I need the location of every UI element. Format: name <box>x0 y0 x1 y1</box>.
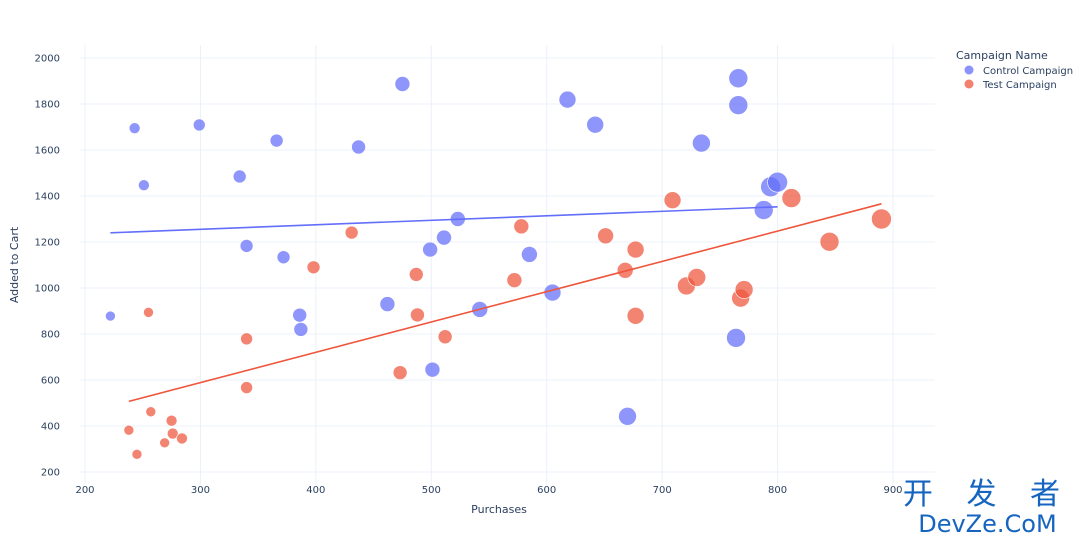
data-point-control[interactable] <box>276 250 291 264</box>
x-tick-label: 200 <box>75 485 94 496</box>
y-tick-label: 400 <box>41 422 60 433</box>
data-point-test[interactable] <box>734 280 754 299</box>
y-tick-label: 600 <box>41 376 60 387</box>
x-axis-ticks: 200 300 400 500 600 700 800 900 <box>75 485 902 496</box>
trend-line-control <box>110 206 778 234</box>
data-point-control[interactable] <box>128 122 141 134</box>
data-point-control[interactable] <box>232 169 247 184</box>
grid <box>80 45 935 485</box>
data-point-test[interactable] <box>240 381 253 394</box>
legend-marker-control <box>964 65 974 75</box>
x-axis-title: Purchases <box>471 503 527 516</box>
x-tick-label: 400 <box>306 485 325 496</box>
x-tick-label: 500 <box>422 485 441 496</box>
data-point-control[interactable] <box>192 118 206 132</box>
data-point-test[interactable] <box>506 272 523 288</box>
data-point-control[interactable] <box>239 239 254 253</box>
data-point-test[interactable] <box>819 231 840 252</box>
data-point-control[interactable] <box>726 328 746 348</box>
data-point-control[interactable] <box>351 139 366 155</box>
data-point-control[interactable] <box>293 322 309 337</box>
data-point-control[interactable] <box>424 361 441 378</box>
data-point-test[interactable] <box>159 437 170 449</box>
data-point-control[interactable] <box>379 296 396 312</box>
data-point-control[interactable] <box>105 310 116 322</box>
y-tick-label: 2000 <box>35 54 60 65</box>
data-point-test[interactable] <box>131 448 143 460</box>
data-point-control[interactable] <box>586 115 604 134</box>
data-point-test[interactable] <box>626 307 645 325</box>
legend-marker-test <box>964 79 974 89</box>
y-tick-label: 1000 <box>35 284 60 295</box>
data-point-control[interactable] <box>436 229 452 246</box>
watermark-top: 开 发 者 <box>902 477 1072 512</box>
trend-line-test <box>128 203 882 403</box>
x-tick-label: 900 <box>883 485 902 496</box>
data-point-control[interactable] <box>692 133 711 153</box>
data-point-test[interactable] <box>626 240 645 259</box>
legend-label-control: Control Campaign <box>983 66 1073 77</box>
data-point-control[interactable] <box>138 179 150 191</box>
y-axis-title: Added to Cart <box>8 226 21 303</box>
data-point-test[interactable] <box>437 329 453 345</box>
legend-item-control[interactable]: Control Campaign <box>964 65 1074 78</box>
legend-label-test: Test Campaign <box>982 80 1057 91</box>
data-point-control[interactable] <box>422 241 438 258</box>
data-point-test[interactable] <box>306 260 321 275</box>
data-point-test[interactable] <box>123 424 135 436</box>
watermark-bottom: DevZe.CoM <box>918 510 1057 538</box>
x-tick-label: 700 <box>653 485 672 496</box>
x-tick-label: 300 <box>191 485 210 496</box>
data-point-test[interactable] <box>871 208 892 230</box>
data-point-control[interactable] <box>543 283 562 302</box>
data-point-test[interactable] <box>240 332 253 346</box>
data-points <box>105 68 892 460</box>
data-point-control[interactable] <box>269 133 284 148</box>
data-point-test[interactable] <box>410 307 425 323</box>
data-point-test[interactable] <box>145 406 157 418</box>
data-point-control[interactable] <box>728 68 749 89</box>
legend[interactable]: Campaign Name Control Campaign Test Camp… <box>956 49 1073 91</box>
data-point-control[interactable] <box>521 246 538 263</box>
y-tick-label: 800 <box>41 330 60 341</box>
data-point-control[interactable] <box>558 90 577 109</box>
data-point-control[interactable] <box>292 307 307 323</box>
y-axis-ticks: 200 400 600 800 1000 1200 1400 1600 1800 2000 <box>35 54 60 479</box>
watermark-logo: 开 发 者 DevZe.CoM <box>902 477 1072 538</box>
data-point-test[interactable] <box>176 432 188 445</box>
x-tick-label: 800 <box>768 485 787 496</box>
legend-item-test[interactable]: Test Campaign <box>964 79 1057 92</box>
y-tick-label: 1400 <box>35 192 60 203</box>
x-tick-label: 600 <box>537 485 556 496</box>
data-point-test[interactable] <box>597 227 614 245</box>
data-point-test[interactable] <box>165 414 178 427</box>
data-point-test[interactable] <box>143 307 154 318</box>
data-point-test[interactable] <box>166 427 179 440</box>
data-point-test[interactable] <box>344 225 359 240</box>
data-point-control[interactable] <box>618 407 637 426</box>
data-point-test[interactable] <box>781 188 802 208</box>
legend-title: Campaign Name <box>956 49 1048 62</box>
y-tick-label: 200 <box>41 468 60 479</box>
data-point-test[interactable] <box>687 268 707 287</box>
y-tick-label: 1600 <box>35 146 60 157</box>
data-point-control[interactable] <box>753 200 774 220</box>
data-point-control[interactable] <box>728 95 749 115</box>
y-tick-label: 1200 <box>35 238 60 249</box>
data-point-test[interactable] <box>408 267 424 282</box>
data-point-test[interactable] <box>392 365 408 380</box>
data-point-test[interactable] <box>663 191 682 209</box>
data-point-test[interactable] <box>513 218 530 235</box>
data-point-control[interactable] <box>394 76 411 92</box>
data-point-control[interactable] <box>767 171 788 193</box>
y-tick-label: 1800 <box>35 100 60 111</box>
